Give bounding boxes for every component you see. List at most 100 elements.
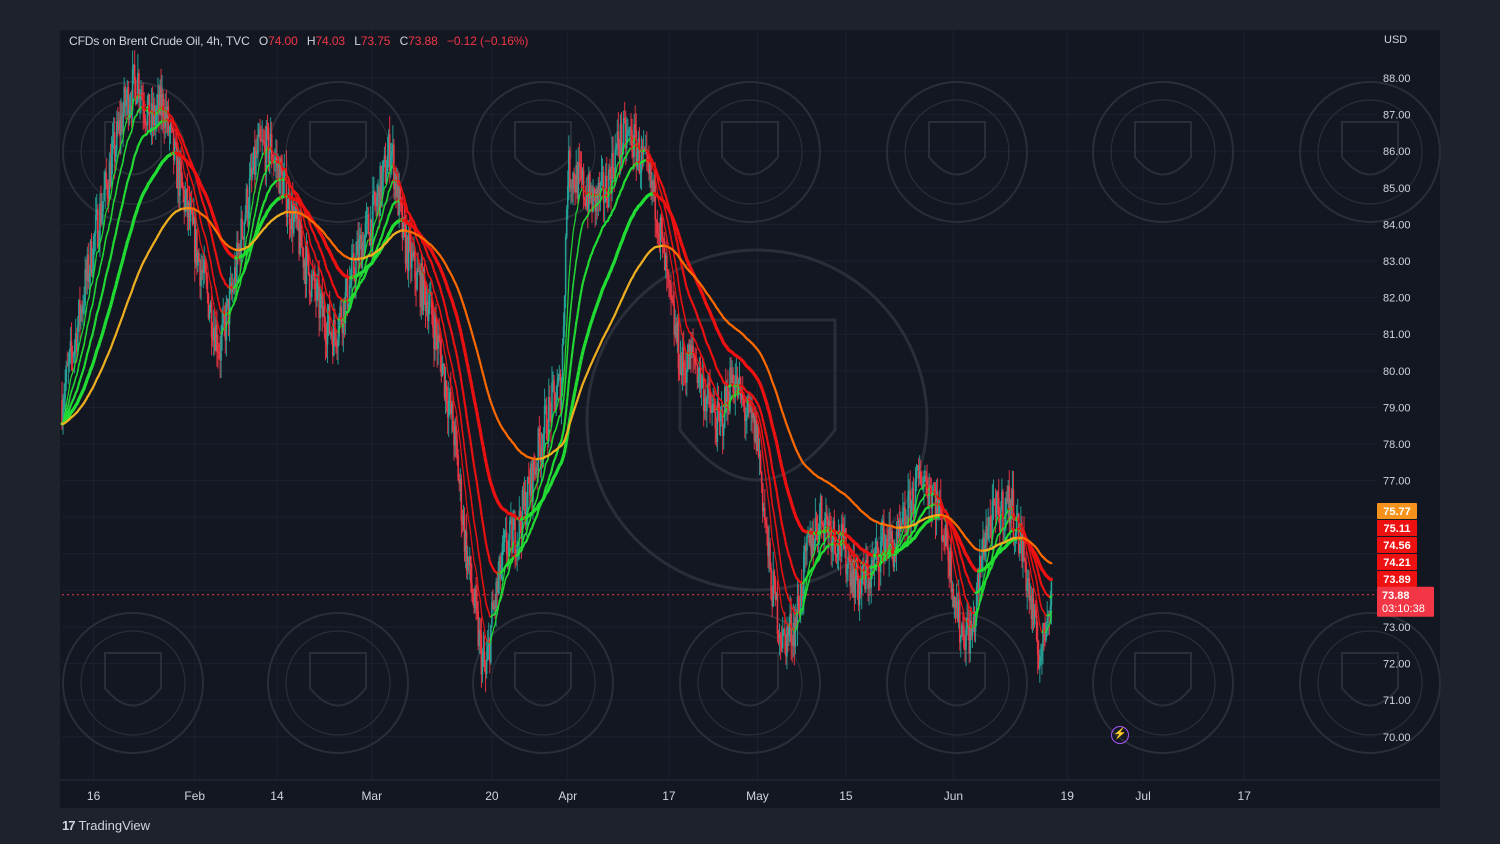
ma-line-mid (476, 483, 480, 494)
ma-line-fast (413, 240, 416, 248)
candle-body (78, 300, 80, 325)
ma-line-mid-fast (442, 324, 446, 333)
candle-body (993, 498, 996, 505)
candle-body (360, 234, 363, 269)
candle-body (432, 314, 434, 328)
candle-body (703, 397, 706, 411)
candle-body (384, 155, 387, 183)
candle-body (543, 405, 546, 434)
ma-line-mid-fast (472, 512, 475, 523)
ma-line-fast (991, 531, 995, 539)
candle-body (443, 364, 446, 398)
ma-line-fast (561, 379, 565, 391)
candle-body (136, 98, 138, 105)
candle-body (558, 374, 561, 378)
candle-body (188, 202, 191, 222)
ma-line-fast (576, 202, 579, 211)
candle-body (975, 587, 978, 613)
ma-line-mid-fast (98, 266, 101, 275)
candle-body (1016, 513, 1019, 517)
ma-line-mid-fast (94, 278, 98, 288)
candle-body (1049, 605, 1052, 616)
ma-line-fast (109, 190, 113, 199)
candle-body (417, 268, 419, 272)
ma-line-fast (445, 363, 449, 373)
ma-line-mid-fast (381, 209, 385, 217)
candle-body (757, 425, 760, 456)
candle-body (903, 507, 905, 512)
candle-body (811, 535, 814, 557)
ma-line-mid-fast (370, 244, 374, 252)
candle-body (418, 270, 420, 272)
candle-body (103, 189, 105, 202)
candle-body (875, 541, 878, 552)
ma-line-fast (1032, 586, 1036, 591)
candle-body (693, 353, 696, 358)
candle-body (102, 201, 104, 212)
ma-line-mid-fast (103, 241, 107, 250)
candle-body (955, 601, 958, 609)
candle-body (904, 507, 906, 529)
ma-line-fast (380, 198, 383, 205)
ma-line-mid-fast (104, 236, 108, 243)
candle-body (987, 526, 989, 539)
ma-line-fast (209, 282, 213, 293)
ma-line-fast (770, 526, 773, 541)
watermark-seal (1299, 81, 1441, 223)
ma-line-fast (537, 469, 540, 475)
ma-line-fast (102, 223, 105, 231)
candle-body (74, 333, 77, 345)
ma-line-fast (1027, 556, 1030, 565)
candle-body (1039, 660, 1041, 669)
ma-line-fast (548, 430, 551, 437)
ma-line-fast (201, 248, 204, 254)
candle-body (414, 251, 416, 279)
ma-line-mid-fast (92, 292, 96, 300)
ma-line-fast (915, 495, 919, 502)
candle-body (402, 217, 405, 238)
ma-line-mid-fast (951, 536, 955, 545)
ma-line-mid (471, 457, 476, 467)
candle-body (316, 282, 318, 300)
candle-body (92, 236, 95, 269)
ma-line-fast (702, 369, 705, 377)
candle-body (495, 581, 497, 609)
candle-body (183, 190, 186, 212)
ma-line-mid-fast (563, 376, 567, 393)
ma-line-mid (770, 460, 774, 470)
ma-line-fast (122, 129, 125, 139)
ma-line-fast (621, 148, 625, 156)
candle-body (615, 147, 618, 150)
candle-body (1022, 535, 1024, 562)
ma-line-fast (66, 392, 69, 400)
ma-line-fast (954, 572, 958, 579)
ma-line-mid-fast (255, 204, 258, 211)
candle-body (497, 578, 500, 593)
candle-body (634, 124, 637, 130)
candle-body (592, 187, 594, 213)
chart-pane[interactable] (60, 30, 1440, 808)
ma-line-mid-fast (216, 293, 219, 300)
candle-body (834, 539, 837, 555)
candle-body (638, 138, 641, 173)
candle-body (954, 597, 957, 609)
ma-line-fast (121, 137, 124, 143)
candle-body (629, 129, 631, 131)
candle-body (299, 219, 301, 255)
candle-body (764, 507, 766, 520)
ma-line-fast (679, 325, 683, 335)
ma-line-fast (119, 143, 122, 150)
ma-line-mid (468, 435, 472, 445)
ma-line-fast (247, 222, 251, 232)
candle-body (435, 317, 437, 334)
candle-body (83, 304, 85, 306)
candle-body (210, 302, 213, 338)
candle-body (337, 336, 339, 347)
ma-line-mid-fast (543, 463, 547, 471)
candle-body (1010, 500, 1013, 511)
watermark-shield-icon (721, 652, 779, 707)
candle-body (801, 596, 804, 601)
candle-body (426, 301, 429, 321)
candle-body (1021, 523, 1023, 562)
